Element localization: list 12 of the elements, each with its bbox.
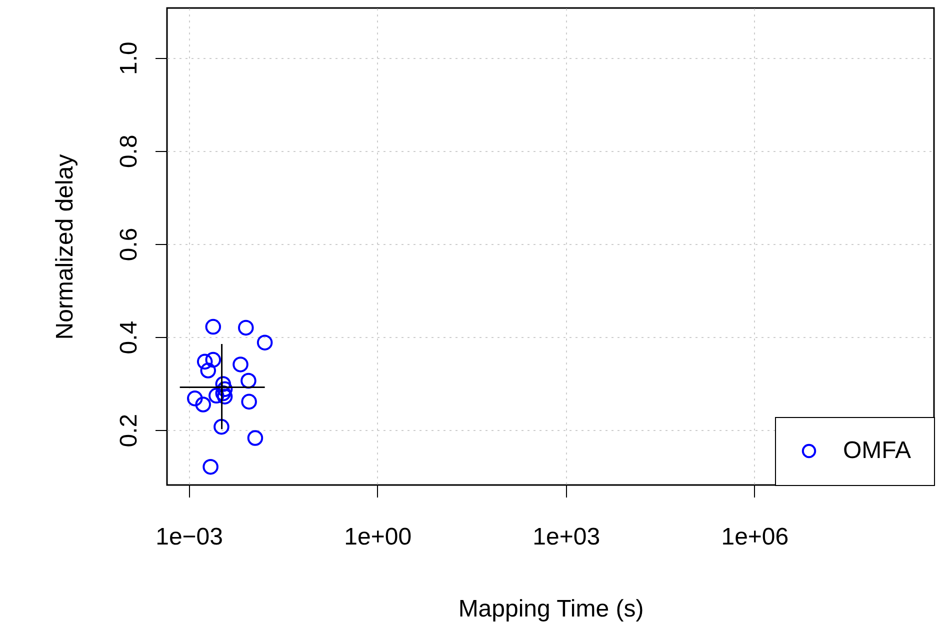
x-tick-label: 1e+03 (532, 524, 600, 550)
y-tick-label: 0.8 (116, 134, 142, 168)
x-axis-title: Mapping Time (s) (458, 596, 644, 622)
y-tick-label: 0.4 (116, 320, 142, 354)
x-tick-label: 1e−03 (156, 524, 223, 550)
legend-label: OMFA (843, 437, 912, 464)
y-axis-title: Normalized delay (52, 154, 78, 340)
y-tick-label: 1.0 (116, 42, 142, 75)
y-tick-label: 0.2 (116, 414, 142, 448)
y-tick-label: 0.6 (116, 228, 142, 262)
x-tick-label: 1e+00 (344, 524, 412, 550)
x-tick-label: 1e+06 (721, 524, 789, 550)
